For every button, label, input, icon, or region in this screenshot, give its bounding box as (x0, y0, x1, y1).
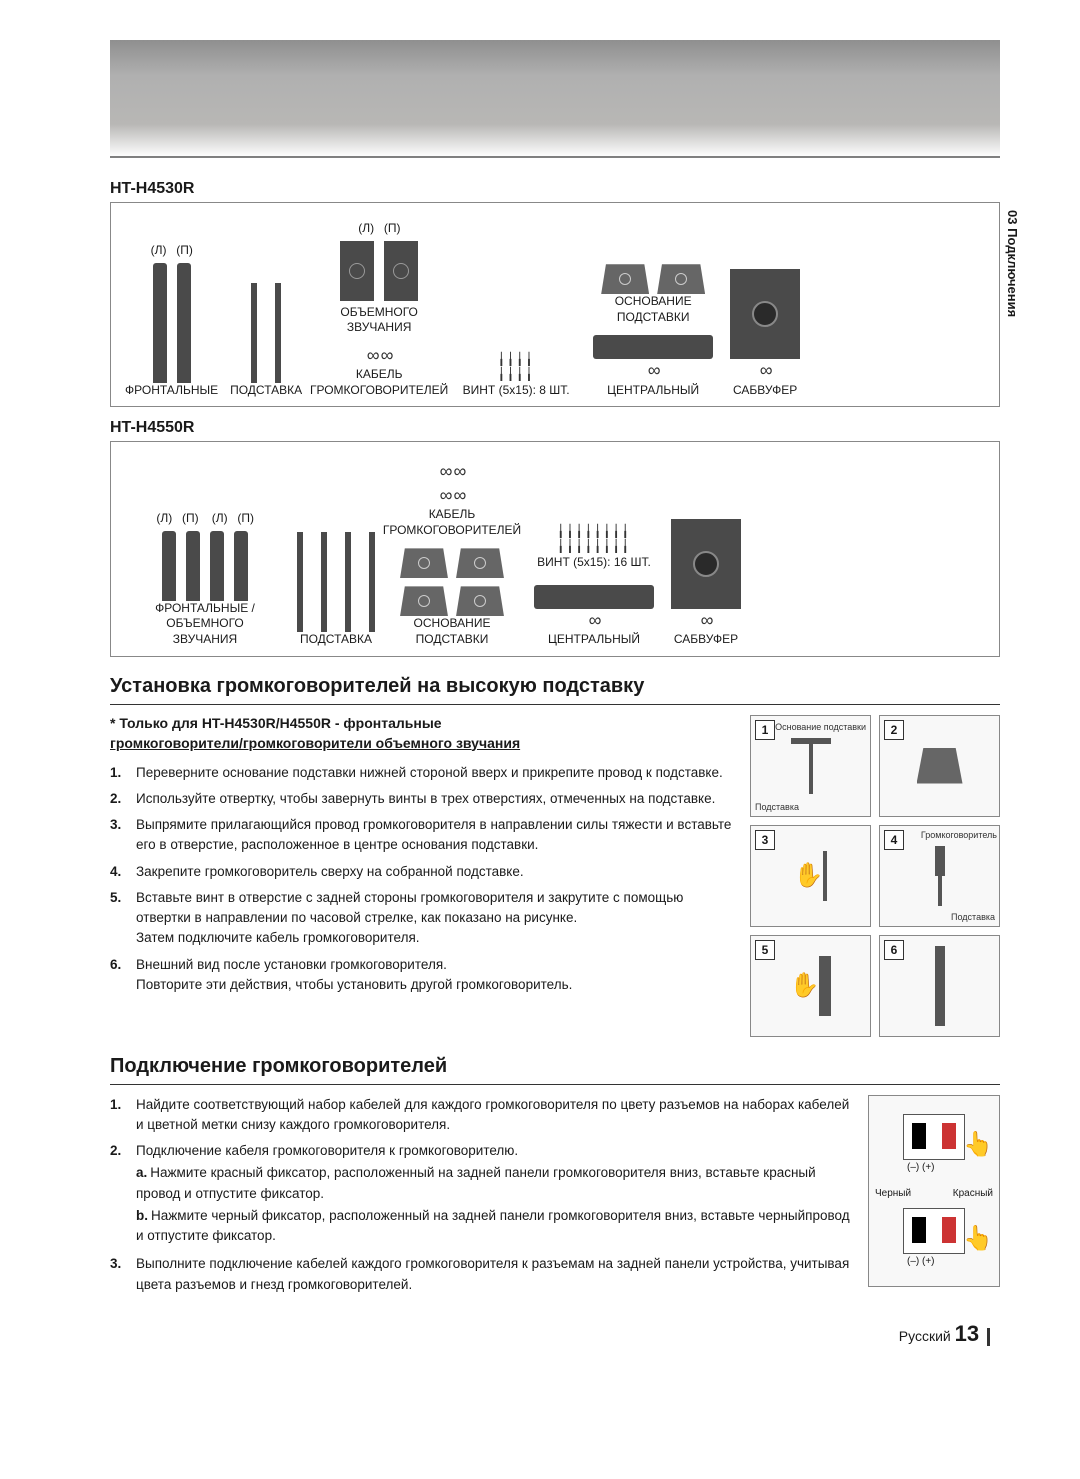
step-image-6: 6 (879, 935, 1000, 1037)
step-image-5: 5 ✋ (750, 935, 871, 1037)
center-speaker-icon (593, 335, 713, 359)
center-speaker-icon-2 (534, 585, 654, 609)
cable-label: КАБЕЛЬ ГРОМКОГОВОРИТЕЛЕЙ (310, 367, 448, 398)
stand-label: ПОДСТАВКА (230, 383, 302, 399)
step-item: 1.Найдите соответствующий набор кабелей … (110, 1095, 854, 1136)
document-page: 03 Подключения HT-H4530R (Л)(П) ФРОНТАЛЬ… (0, 0, 1080, 1387)
step-item: 3.Выпрямите прилагающийся провод громког… (110, 815, 736, 856)
step-image-2: 2 (879, 715, 1000, 817)
step-image-3: 3 ✋ (750, 825, 871, 927)
step-image-4: 4 Громкоговоритель Подставка (879, 825, 1000, 927)
step-item: 5.Вставьте винт в отверстие с задней сто… (110, 888, 736, 949)
connect-text: 1.Найдите соответствующий набор кабелей … (110, 1095, 854, 1301)
front-label: ФРОНТАЛЬНЫЕ (125, 383, 218, 399)
front-surround-label: ФРОНТАЛЬНЫЕ / ОБЪЕМНОГО ЗВУЧАНИЯ (125, 601, 285, 648)
base-label: ОСНОВАНИЕ ПОДСТАВКИ (615, 294, 692, 325)
install-wrap: * Только для HT-H4530R/H4550R - фронталь… (110, 715, 1000, 1037)
polarity-label-2: (–) (+) (907, 1256, 935, 1267)
screw-label-2: ВИНТ (5x15): 16 ШТ. (537, 555, 651, 571)
chapter-title: Подключения (1005, 228, 1020, 317)
step-item: 6.Внешний вид после установки громкогово… (110, 955, 736, 996)
model-2-parts-box: (Л)(П) (Л)(П) ФРОНТАЛЬНЫЕ / ОБЪЕМНОГО ЗВ… (110, 441, 1000, 656)
part-stand-2: ПОДСТАВКА (297, 532, 375, 648)
cable-label-2: КАБЕЛЬ ГРОМКОГОВОРИТЕЛЕЙ (383, 507, 521, 538)
subwoofer-icon (730, 269, 800, 359)
chapter-number: 03 (1005, 210, 1020, 224)
step-item: 2. Подключение кабеля громкоговорителя к… (110, 1141, 854, 1248)
install-step-images: 1 Основание подставки Подставка 2 3 ✋ 4 … (750, 715, 1000, 1037)
red-label: Красный (953, 1188, 993, 1199)
parts-row-2: (Л)(П) (Л)(П) ФРОНТАЛЬНЫЕ / ОБЪЕМНОГО ЗВ… (125, 460, 985, 647)
center-label: ЦЕНТРАЛЬНЫЙ (607, 383, 699, 399)
step-item: 3.Выполните подключение кабелей каждого … (110, 1254, 854, 1295)
part-subwoofer: ∞ САБВУФЕР (730, 269, 800, 398)
parts-row: (Л)(П) ФРОНТАЛЬНЫЕ ПОДСТАВКА (Л)(П) ОБЪЕ… (125, 221, 985, 398)
black-label: Черный (875, 1188, 911, 1199)
part-screws-2: ╽╽╽╽╽╽╽╽╽╽╽╽╽╽╽╽ ВИНТ (5x15): 16 ШТ. ∞ Ц… (529, 524, 659, 648)
cable-icon: ∞ ∞ (367, 344, 392, 367)
install-section-title: Установка громкоговорителей на высокую п… (110, 675, 1000, 705)
part-stand: ПОДСТАВКА (230, 283, 302, 399)
model-1-parts-box: (Л)(П) ФРОНТАЛЬНЫЕ ПОДСТАВКА (Л)(П) ОБЪЕ… (110, 202, 1000, 407)
model-1-header: HT-H4530R (110, 180, 1000, 198)
page-footer: Русский 13 (110, 1321, 1000, 1347)
screws-icon-2: ╽╽╽╽╽╽╽╽╽╽╽╽╽╽╽╽ (557, 524, 631, 555)
screws-icon: ╽╽╽╽╽╽╽╽ (498, 352, 535, 383)
screw-label: ВИНТ (5x15): 8 ШТ. (463, 383, 570, 399)
chapter-side-tab: 03 Подключения (1005, 210, 1020, 317)
step-item: 2.Используйте отвертку, чтобы завернуть … (110, 789, 736, 809)
connect-steps: 1.Найдите соответствующий набор кабелей … (110, 1095, 854, 1295)
install-note-2: громкоговорители/громкоговорители объемн… (110, 735, 736, 751)
part-front: (Л)(П) ФРОНТАЛЬНЫЕ (125, 243, 218, 398)
sub-label-2: САБВУФЕР (674, 632, 738, 648)
center-label-2: ЦЕНТРАЛЬНЫЙ (548, 632, 640, 648)
connect-section-title: Подключение громкоговорителей (110, 1055, 1000, 1085)
part-subwoofer-2: ∞ САБВУФЕР (671, 519, 741, 648)
polarity-label: (–) (+) (907, 1162, 935, 1173)
subwoofer-icon-2 (671, 519, 741, 609)
stand-label-2: ПОДСТАВКА (300, 632, 372, 648)
step-item: 1.Переверните основание подставки нижней… (110, 763, 736, 783)
part-cable-2: ∞ ∞∞ ∞ КАБЕЛЬ ГРОМКОГОВОРИТЕЛЕЙ ОСНОВАНИ… (387, 460, 517, 647)
language-label: Русский (899, 1328, 951, 1344)
sub-label: САБВУФЕР (733, 383, 797, 399)
step-item: 4.Закрепите громкоговоритель сверху на с… (110, 862, 736, 882)
part-screws: ╽╽╽╽╽╽╽╽ ВИНТ (5x15): 8 ШТ. (456, 352, 576, 399)
page-number: 13 (955, 1321, 979, 1346)
surround-label: ОБЪЕМНОГО ЗВУЧАНИЯ (314, 305, 444, 336)
model-2-header: HT-H4550R (110, 419, 1000, 437)
install-note-1: * Только для HT-H4530R/H4550R - фронталь… (110, 715, 736, 731)
step-image-1: 1 Основание подставки Подставка (750, 715, 871, 817)
connect-diagram: 👆 (–) (+) Черный Красный 👆 (–) (+) (868, 1095, 1000, 1287)
connect-wrap: 1.Найдите соответствующий набор кабелей … (110, 1095, 1000, 1301)
part-front-surround: (Л)(П) (Л)(П) ФРОНТАЛЬНЫЕ / ОБЪЕМНОГО ЗВ… (125, 511, 285, 647)
install-steps: 1.Переверните основание подставки нижней… (110, 763, 736, 996)
install-text: * Только для HT-H4530R/H4550R - фронталь… (110, 715, 736, 1037)
cable-icon-2: ∞ ∞∞ ∞ (440, 460, 465, 507)
part-surround: (Л)(П) ОБЪЕМНОГО ЗВУЧАНИЯ ∞ ∞ КАБЕЛЬ ГРО… (314, 221, 444, 398)
header-band (110, 40, 1000, 160)
base-label-2: ОСНОВАНИЕ ПОДСТАВКИ (414, 616, 491, 647)
part-base-center: ОСНОВАНИЕ ПОДСТАВКИ ∞ ЦЕНТРАЛЬНЫЙ (588, 264, 718, 398)
